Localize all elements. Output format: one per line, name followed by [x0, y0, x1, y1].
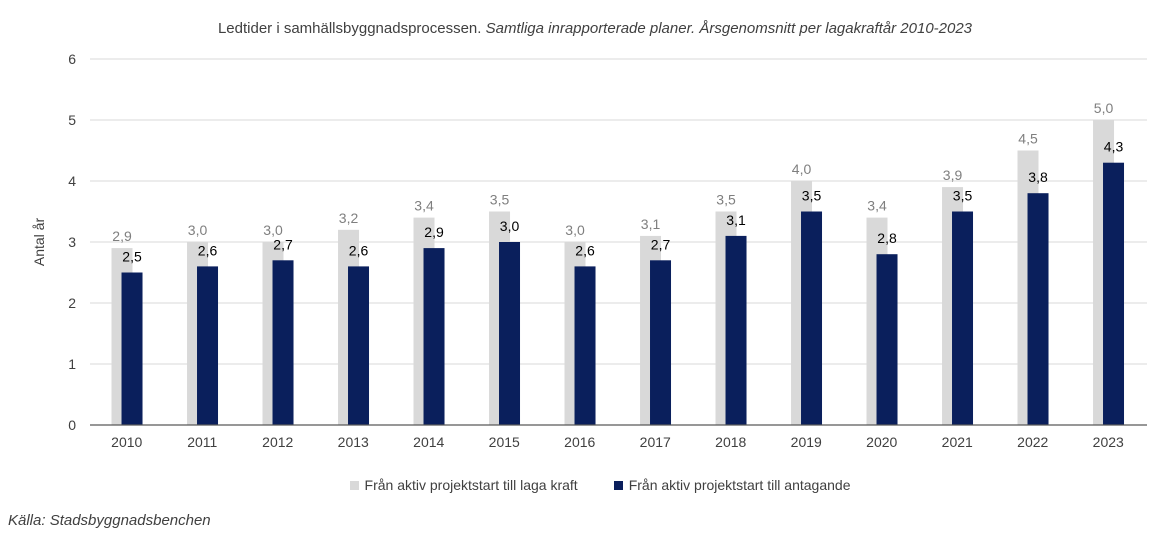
y-tick-label: 0 [68, 417, 76, 433]
data-label-antagande: 2,6 [575, 242, 595, 258]
chart-title-main: Ledtider i samhällsbyggnadsprocessen. [217, 20, 482, 37]
data-label-laga-kraft: 3,0 [188, 222, 208, 238]
legend-item-antagande: Från aktiv projektstart till antagande [613, 477, 851, 493]
x-tick-label: 2019 [791, 434, 822, 450]
bar-antagande [1027, 193, 1049, 425]
x-tick-label: 2013 [338, 434, 369, 450]
x-tick-label: 2023 [1093, 434, 1124, 450]
data-label-laga-kraft: 3,9 [943, 167, 963, 183]
data-label-antagande: 4,3 [1104, 139, 1124, 155]
y-axis-ticks: 0 1 2 3 4 5 6 [68, 51, 76, 433]
data-label-laga-kraft: 3,4 [867, 198, 887, 214]
grid-lines [90, 58, 1147, 365]
bars: 2,92,53,02,63,02,73,22,63,42,93,53,0 3,02… [90, 100, 1147, 426]
bar-antagande [1103, 162, 1125, 425]
x-tick-label: 2014 [413, 434, 444, 450]
chart-title: Ledtider i samhällsbyggnadsprocessen. Sa… [0, 20, 1153, 37]
bar-antagande [952, 211, 974, 425]
y-tick-label: 1 [68, 356, 76, 372]
x-tick-label: 2015 [489, 434, 520, 450]
chart-subtitle: Samtliga inrapporterade planer. Årsgenom… [485, 20, 973, 37]
data-label-laga-kraft: 3,5 [716, 192, 736, 208]
x-tick-label: 2021 [942, 434, 973, 450]
data-label-antagande: 3,1 [726, 212, 746, 228]
data-label-antagande: 2,9 [424, 224, 444, 240]
bar-antagande [876, 254, 898, 425]
bar-antagande [499, 242, 521, 425]
data-label-laga-kraft: 5,0 [1094, 100, 1114, 116]
x-tick-label: 2016 [564, 434, 595, 450]
x-tick-label: 2010 [111, 434, 142, 450]
data-label-antagande: 2,7 [651, 236, 671, 252]
legend-item-laga-kraft: Från aktiv projektstart till laga kraft [349, 477, 578, 493]
data-label-antagande: 2,6 [198, 242, 218, 258]
data-label-antagande: 2,7 [273, 236, 293, 252]
bar-antagande [121, 272, 143, 425]
y-tick-label: 3 [68, 234, 76, 250]
y-tick-label: 6 [68, 51, 76, 67]
x-tick-label: 2012 [262, 434, 293, 450]
data-label-antagande: 3,5 [802, 188, 822, 204]
data-label-laga-kraft: 3,0 [565, 222, 585, 238]
data-label-laga-kraft: 3,2 [339, 210, 359, 226]
bar-antagande [650, 260, 672, 425]
y-axis-title: Antal år [31, 218, 47, 267]
data-label-laga-kraft: 3,4 [414, 198, 434, 214]
data-label-antagande: 2,6 [349, 242, 369, 258]
x-tick-label: 2018 [715, 434, 746, 450]
data-label-antagande: 3,5 [953, 188, 973, 204]
data-label-antagande: 2,5 [122, 249, 142, 265]
x-tick-label: 2017 [640, 434, 671, 450]
legend: Från aktiv projektstart till laga kraft … [0, 477, 1153, 493]
legend-label-laga-kraft: Från aktiv projektstart till laga kraft [364, 477, 578, 493]
data-label-antagande: 3,8 [1028, 169, 1048, 185]
y-tick-label: 2 [68, 295, 76, 311]
legend-label-antagande: Från aktiv projektstart till antagande [628, 477, 851, 493]
x-tick-label: 2020 [866, 434, 897, 450]
legend-swatch-antagande [613, 480, 623, 490]
data-label-laga-kraft: 3,1 [641, 216, 661, 232]
data-label-laga-kraft: 3,5 [490, 192, 510, 208]
legend-swatch-laga-kraft [349, 480, 359, 490]
x-tick-label: 2011 [187, 434, 217, 450]
bar-antagande [574, 266, 596, 425]
data-label-antagande: 3,0 [500, 218, 520, 234]
bar-antagande [725, 235, 747, 425]
source-note: Källa: Stadsbyggnadsbenchen [8, 512, 211, 529]
y-tick-label: 5 [68, 112, 76, 128]
bar-antagande [197, 266, 219, 425]
x-tick-label: 2022 [1017, 434, 1048, 450]
x-axis-ticks: 2010 2011 2012 2013 2014 2015 2016 2017 2018 2019… [111, 434, 1124, 450]
bar-antagande [348, 266, 370, 425]
y-tick-label: 4 [68, 173, 76, 189]
bar-antagande [801, 211, 823, 425]
data-label-laga-kraft: 2,9 [112, 228, 132, 244]
data-label-laga-kraft: 3,0 [263, 222, 283, 238]
bar-antagande [272, 260, 294, 425]
data-label-antagande: 2,8 [877, 230, 897, 246]
data-label-laga-kraft: 4,0 [792, 161, 812, 177]
bar-antagande [423, 248, 445, 425]
data-label-laga-kraft: 4,5 [1018, 131, 1038, 147]
